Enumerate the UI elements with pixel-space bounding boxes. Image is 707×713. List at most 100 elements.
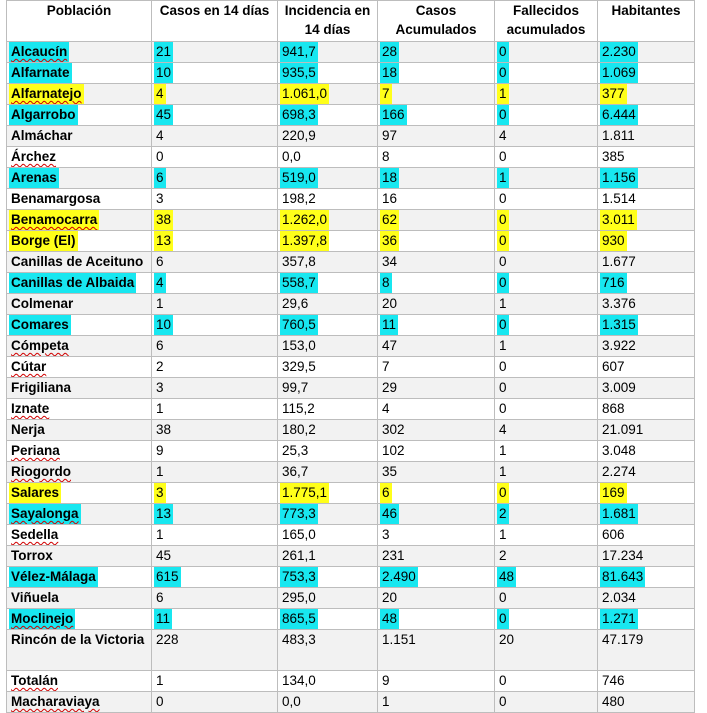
population-cell: 169: [597, 482, 695, 504]
cumulative-cases: 4: [382, 401, 390, 416]
municipality-name: Comares: [9, 315, 71, 335]
table-row: Nerja 38 180,2 302 4 21.091: [6, 419, 695, 441]
cumulative-deaths-cell: 0: [494, 482, 598, 504]
table-row: Viñuela 6 295,0 20 0 2.034: [6, 587, 695, 609]
cumulative-cases-cell: 8: [377, 146, 495, 168]
cumulative-cases: 231: [382, 548, 405, 563]
cases-14-days-cell: 6: [151, 251, 278, 273]
cumulative-cases: 9: [382, 673, 390, 688]
population-cell: 2.034: [597, 587, 695, 609]
population-cell: 1.156: [597, 167, 695, 189]
incidence-14-days: 0,0: [282, 149, 301, 164]
municipality-name-cell: Árchez: [6, 146, 152, 168]
cases-14-days-cell: 3: [151, 482, 278, 504]
population-cell: 2.274: [597, 461, 695, 483]
municipality-name-cell: Sedella: [6, 524, 152, 546]
cumulative-deaths: 1: [497, 84, 509, 104]
population: 746: [602, 673, 625, 688]
cases-14-days-cell: 615: [151, 566, 278, 588]
municipality-name-cell: Comares: [6, 314, 152, 336]
incidence-14-days-cell: 0,0: [277, 691, 378, 713]
incidence-14-days: 153,0: [282, 338, 316, 353]
municipality-name: Alfarnatejo: [9, 84, 84, 104]
table-row: Arenas 6 519,0 18 1 1.156: [6, 167, 695, 189]
cases-14-days: 21: [154, 42, 174, 62]
cases-14-days: 6: [154, 168, 166, 188]
municipality-name: Iznate: [11, 401, 50, 416]
incidence-14-days: 220,9: [282, 128, 316, 143]
cumulative-deaths: 0: [497, 42, 509, 62]
cumulative-deaths: 0: [499, 401, 507, 416]
cumulative-cases-cell: 231: [377, 545, 495, 567]
cases-14-days-cell: 45: [151, 104, 278, 126]
population: 169: [600, 483, 627, 503]
incidence-14-days: 99,7: [282, 380, 309, 395]
cumulative-deaths: 1: [499, 296, 507, 311]
population: 17.234: [602, 548, 644, 563]
municipality-name-cell: Viñuela: [6, 587, 152, 609]
incidence-14-days-cell: 935,5: [277, 62, 378, 84]
cumulative-cases-cell: 16: [377, 188, 495, 210]
cumulative-cases: 7: [380, 84, 392, 104]
municipality-name-cell: Periana: [6, 440, 152, 462]
cumulative-deaths: 4: [499, 422, 507, 437]
cumulative-cases-cell: 7: [377, 83, 495, 105]
cases-14-days: 13: [154, 231, 174, 251]
incidence-14-days-cell: 261,1: [277, 545, 378, 567]
cases-14-days-cell: 38: [151, 209, 278, 231]
municipality-name: Canillas de Albaida: [9, 273, 137, 293]
population: 47.179: [602, 632, 644, 647]
population-cell: 607: [597, 356, 695, 378]
cumulative-deaths-cell: 1: [494, 440, 598, 462]
cases-14-days: 615: [154, 567, 181, 587]
incidence-14-days: 941,7: [280, 42, 318, 62]
population-cell: 1.681: [597, 503, 695, 525]
municipality-name-cell: Arenas: [6, 167, 152, 189]
cumulative-cases: 18: [380, 63, 400, 83]
incidence-14-days-cell: 357,8: [277, 251, 378, 273]
population: 1.271: [600, 609, 638, 629]
municipality-name: Cútar: [11, 359, 47, 374]
cumulative-cases: 302: [382, 422, 405, 437]
cumulative-deaths: 0: [499, 359, 507, 374]
population: 1.069: [600, 63, 638, 83]
incidence-14-days-cell: 519,0: [277, 167, 378, 189]
cases-14-days: 13: [154, 504, 174, 524]
header-habitantes: Habitantes: [597, 0, 695, 42]
cases-14-days-cell: 10: [151, 314, 278, 336]
incidence-14-days: 25,3: [282, 443, 309, 458]
incidence-14-days-cell: 153,0: [277, 335, 378, 357]
cases-14-days: 0: [156, 149, 164, 164]
table-row: Rincón de la Victoria 228 483,3 1.151 20 47.1…: [6, 629, 695, 671]
municipality-name: Salares: [9, 483, 62, 503]
cumulative-deaths: 1: [499, 464, 507, 479]
population-cell: 1.315: [597, 314, 695, 336]
cases-14-days-cell: 4: [151, 125, 278, 147]
cases-14-days: 3: [156, 191, 164, 206]
table-row: Totalán 1 134,0 9 0 746: [6, 670, 695, 692]
cumulative-deaths-cell: 2: [494, 503, 598, 525]
population: 2.274: [602, 464, 636, 479]
cumulative-cases-cell: 28: [377, 41, 495, 63]
cases-14-days: 228: [156, 632, 179, 647]
table-row: Macharaviaya 0 0,0 1 0 480: [6, 691, 695, 713]
population-cell: 385: [597, 146, 695, 168]
cases-14-days-cell: 3: [151, 377, 278, 399]
incidence-14-days: 165,0: [282, 527, 316, 542]
cumulative-cases-cell: 1: [377, 691, 495, 713]
cumulative-deaths: 0: [497, 609, 509, 629]
incidence-14-days-cell: 941,7: [277, 41, 378, 63]
cumulative-deaths-cell: 1: [494, 335, 598, 357]
cumulative-cases: 20: [382, 296, 398, 311]
population-cell: 716: [597, 272, 695, 294]
cases-14-days-cell: 1: [151, 524, 278, 546]
cases-14-days-cell: 1: [151, 293, 278, 315]
cumulative-deaths-cell: 48: [494, 566, 598, 588]
municipality-name: Rincón de la Victoria: [11, 632, 145, 647]
municipality-name: Algarrobo: [9, 105, 78, 125]
population-cell: 930: [597, 230, 695, 252]
incidence-14-days-cell: 0,0: [277, 146, 378, 168]
cases-14-days: 10: [154, 63, 174, 83]
covid-data-table: Población Casos en 14 días Incidencia en…: [6, 0, 695, 713]
population-cell: 3.922: [597, 335, 695, 357]
